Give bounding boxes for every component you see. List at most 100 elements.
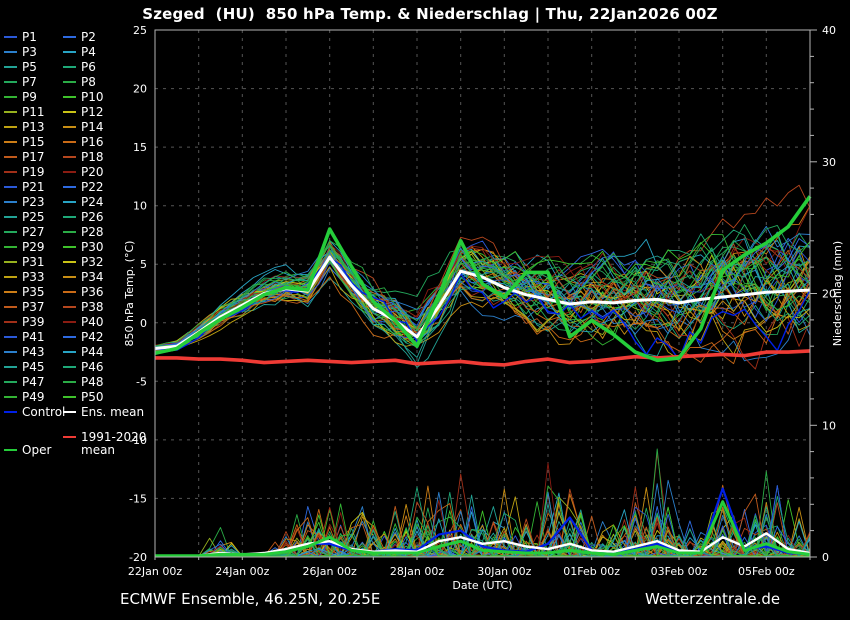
legend-swatch [4,320,17,323]
legend-swatch [4,260,17,263]
legend-member-P29: P29 [22,239,45,254]
legend-swatch [4,50,17,53]
legend-swatch [63,260,76,263]
legend-swatch [63,275,76,278]
legend-swatch [63,125,76,128]
ensemble-member-temp-line [154,266,811,360]
legend-row: P45 P46 [4,359,125,374]
legend-row: P39 P40 [4,314,125,329]
legend-row: P13 P14 [4,119,125,134]
legend-row: Oper mean [4,443,125,457]
legend-member-P49: P49 [22,389,45,404]
legend-member-P3: P3 [22,44,37,59]
y-left-tick-label: 15 [133,141,147,154]
climate-mean-line [155,349,811,367]
y-left-tick-label: -20 [129,551,147,564]
legend-row: P1 P2 [4,29,125,44]
ensemble-member-temp-line [154,246,811,347]
legend-swatch [4,350,17,353]
legend-member-P36: P36 [81,284,104,299]
legend-member-P34: P34 [81,269,104,284]
legend-member-P13: P13 [22,119,45,134]
legend-swatch [63,365,76,368]
x-axis-tick-label: 28Jan 00z [390,565,444,578]
x-axis-title: Date (UTC) [452,579,512,592]
legend-row: P21 P22 [4,179,125,194]
legend-row: P11 P12 [4,104,125,119]
legend-row: P27 P28 [4,224,125,239]
legend-swatch [63,140,76,143]
legend-swatch [63,436,76,438]
legend-member-P7: P7 [22,74,37,89]
legend-swatch [4,449,17,451]
legend-swatch [63,155,76,158]
ensemble-member-temp-line [154,241,811,349]
oper-temp-line [154,195,812,363]
y-left-tick-label: -15 [129,492,147,505]
legend-member-P37: P37 [22,299,45,314]
legend-member-P47: P47 [22,374,45,389]
legend-row: P5 P6 [4,59,125,74]
legend-swatch [4,215,17,218]
legend-member-P30: P30 [81,239,104,254]
legend-swatch [63,35,76,38]
legend-swatch [63,335,76,338]
x-axis-tick-label: 24Jan 00z [215,565,269,578]
legend-swatch [63,290,76,293]
legend-member-P50: P50 [81,389,104,404]
y-left-tick-label: 25 [133,24,147,37]
legend-swatch [63,215,76,218]
legend-swatch [63,350,76,353]
x-axis-tick-label: 22Jan 00z [128,565,182,578]
ensemble-member-temp-line [154,250,811,348]
x-axis-tick-label: 01Feb 00z [563,565,620,578]
legend-member-P39: P39 [22,314,45,329]
y-left-tick-label: 0 [140,317,147,330]
legend-row: P49 P50 [4,389,125,404]
legend-member-P25: P25 [22,209,45,224]
legend-member-P2: P2 [81,29,96,44]
legend-member-P40: P40 [81,314,104,329]
legend-swatch [63,395,76,398]
oper-precip-line [155,500,811,558]
ensemble-member-temp-line [154,276,811,365]
ensemble-member-temp-line [154,255,811,358]
y-right-tick-label: 30 [822,156,836,169]
legend-control: Control [22,404,66,419]
legend-member-P48: P48 [81,374,104,389]
legend-row: P31 P32 [4,254,125,269]
legend-row: P3 P4 [4,44,125,59]
legend-swatch [63,410,76,413]
legend-member-P46: P46 [81,359,104,374]
legend-row: P17 P18 [4,149,125,164]
legend-swatch [4,380,17,383]
legend-swatch [4,80,17,83]
legend-member-P4: P4 [81,44,96,59]
legend-row: P19 P20 [4,164,125,179]
legend-swatch [4,185,17,188]
legend-member-P31: P31 [22,254,45,269]
legend-row: P15 P16 [4,134,125,149]
legend-swatch [63,185,76,188]
legend-swatch [63,200,76,203]
legend-swatch [4,290,17,293]
model-caption: ECMWF Ensemble, 46.25N, 20.25E [120,590,381,608]
y-right-tick-label: 10 [822,419,836,432]
legend-member-P23: P23 [22,194,45,209]
legend-swatch [4,245,17,248]
legend-row: P33 P34 [4,269,125,284]
legend-swatch [63,110,76,113]
legend-member-P17: P17 [22,149,45,164]
y-left-axis-title: 850 hPa Temp. (°C) [123,241,136,347]
legend-member-P20: P20 [81,164,104,179]
legend-member-P43: P43 [22,344,45,359]
legend-swatch [4,155,17,158]
legend-row: P43 P44 [4,344,125,359]
legend-row: P41 P42 [4,329,125,344]
legend-member-P45: P45 [22,359,45,374]
legend-swatch [4,230,17,233]
legend-member-P41: P41 [22,329,45,344]
ensemble-legend: P1 P2 P3 P4 P5 P6 P7 P8 P9 P10 P11 P12 P13 P14 P15 P16 P… [4,29,146,457]
y-right-tick-label: 40 [822,24,836,37]
